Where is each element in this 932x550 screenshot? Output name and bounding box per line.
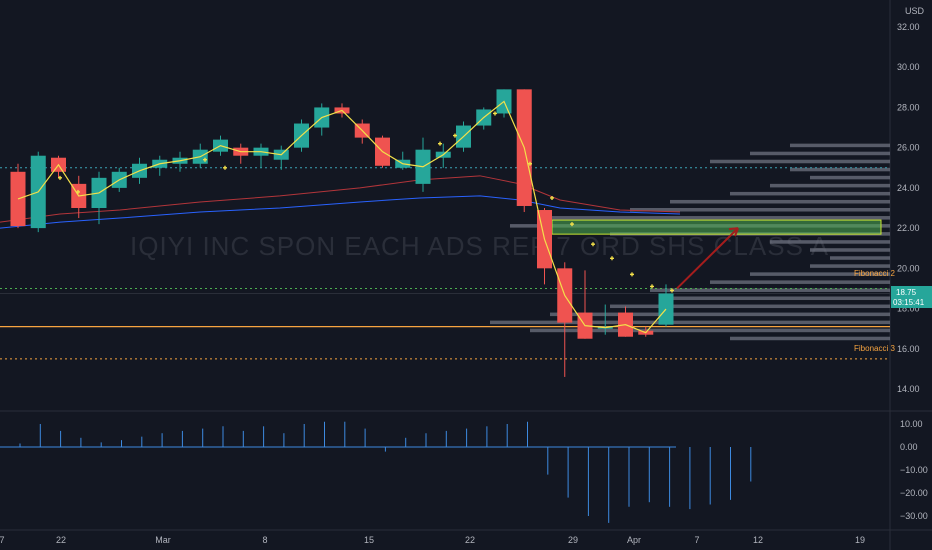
sar-dot (76, 189, 80, 194)
price-badge-countdown: 03:15:41 (893, 298, 925, 307)
vp-bar (770, 183, 890, 188)
vp-bar (770, 240, 890, 244)
price-tick-label: 30.00 (897, 62, 920, 72)
price-badge: 18.75 03:15:41 (891, 286, 932, 308)
projection-arrow[interactable] (676, 227, 739, 290)
time-tick-label: 7 (694, 535, 699, 545)
target-zone-box (551, 219, 882, 235)
price-badge-price: 18.75 (896, 288, 917, 297)
currency-label: USD (905, 6, 925, 16)
target-zone[interactable] (551, 219, 882, 235)
time-tick-label: 8 (262, 535, 267, 545)
fib-label-3: Fibonacci 3 (854, 344, 895, 353)
time-tick-label: 15 (364, 535, 374, 545)
time-axis[interactable]: 7 22 Mar 8 15 22 29 Apr 7 12 19 (0, 535, 865, 545)
sar-dot (610, 256, 614, 261)
sar-dot (630, 272, 634, 277)
horizontal-lines (0, 167, 890, 360)
vp-bar (750, 272, 890, 276)
sar-dot (550, 195, 554, 200)
arrow-shaft (676, 227, 739, 290)
vp-bar (730, 191, 890, 196)
vp-bar (830, 256, 890, 260)
time-tick-label: 22 (56, 535, 66, 545)
vp-bar (810, 264, 890, 268)
sar-dot (493, 111, 497, 116)
volume-histogram (0, 421, 752, 523)
price-axis[interactable]: 32.00 30.00 28.00 26.00 24.00 22.00 20.00 18.00… (897, 22, 920, 394)
vp-bar (810, 175, 890, 180)
price-tick-label: 14.00 (897, 384, 920, 394)
arrow-head (728, 227, 739, 237)
vp-bar (810, 248, 890, 252)
volume-axis: 10.00 0.00 −10.00 −20.00 −30.00 (900, 419, 928, 521)
vp-bar (670, 296, 890, 301)
sar-dot (670, 288, 674, 293)
price-tick-label: 24.00 (897, 183, 920, 193)
candle-down (10, 171, 26, 227)
sar-dot (438, 141, 442, 146)
vp-bar (630, 208, 890, 212)
fib-label-2: Fibonacci 2 (854, 269, 895, 278)
volume-tick-label: −20.00 (900, 488, 928, 498)
vp-bar (670, 199, 890, 204)
symbol-watermark: IQIYI INC SPON EACH ADS REP 7 ORD SHS CL… (130, 231, 829, 261)
vp-bar (610, 304, 890, 309)
vp-bar (550, 216, 890, 220)
price-tick-label: 26.00 (897, 143, 920, 153)
volume-tick-label: −30.00 (900, 511, 928, 521)
time-tick-label: Apr (627, 535, 641, 545)
candles (10, 89, 674, 377)
time-tick-label: 12 (753, 535, 763, 545)
volume-tick-label: −10.00 (900, 465, 928, 475)
sar-dot (453, 133, 457, 138)
price-tick-label: 16.00 (897, 344, 920, 354)
price-tick-label: 28.00 (897, 102, 920, 112)
ma-red-line (0, 175, 681, 223)
sar-dot (528, 161, 532, 166)
close-line (17, 100, 667, 334)
price-tick-label: 18.00 (897, 304, 920, 314)
sar-dot (203, 157, 207, 162)
vp-bar (650, 288, 890, 292)
vp-bar (710, 159, 890, 164)
volume-tick-label: 0.00 (900, 442, 918, 452)
time-tick-label: 7 (0, 535, 5, 545)
price-tick-label: 32.00 (897, 22, 920, 32)
sar-dots (58, 111, 674, 293)
sar-dot (591, 242, 595, 247)
price-tick-label: 22.00 (897, 223, 920, 233)
time-tick-label: 29 (568, 535, 578, 545)
ma-blue-line (0, 195, 681, 229)
time-tick-label: Mar (155, 535, 171, 545)
vp-bar (750, 151, 890, 156)
vp-bar (730, 336, 890, 341)
sar-dot (223, 165, 227, 170)
volume-tick-label: 10.00 (900, 419, 923, 429)
sar-dot (58, 175, 62, 180)
sar-dot (650, 284, 654, 289)
vp-bar (490, 320, 890, 325)
vp-bar (550, 312, 890, 317)
moving-averages (0, 175, 681, 229)
vp-bar (530, 328, 890, 333)
vp-bar (790, 167, 890, 172)
time-tick-label: 22 (465, 535, 475, 545)
sar-dot (570, 222, 574, 227)
vp-bar (790, 143, 890, 148)
vp-bar (710, 280, 890, 284)
price-badge-bg (891, 286, 932, 308)
price-tick-label: 20.00 (897, 263, 920, 273)
time-tick-label: 19 (855, 535, 865, 545)
